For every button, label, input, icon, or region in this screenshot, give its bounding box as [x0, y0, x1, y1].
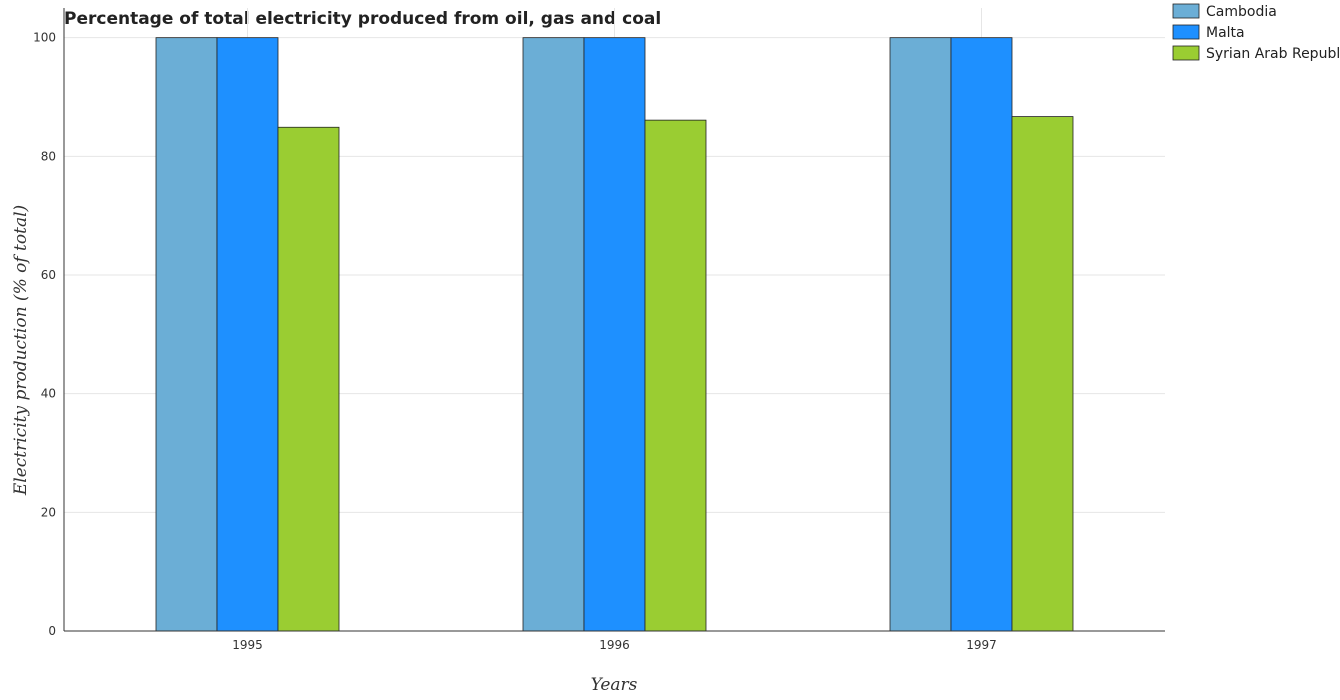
x-tick-label: 1996 — [599, 638, 630, 652]
legend-swatch — [1172, 45, 1200, 61]
bars — [155, 37, 1074, 632]
y-tick-label: 0 — [48, 624, 56, 638]
bar-syrian-arab-republic-1996 — [644, 119, 707, 632]
legend-label: Syrian Arab Republic — [1206, 46, 1340, 62]
axes — [63, 8, 1165, 632]
y-tick-label: 40 — [41, 387, 56, 401]
legend-label: Cambodia — [1206, 4, 1277, 20]
y-tick-label: 100 — [33, 31, 56, 45]
bar-cambodia-1995 — [155, 37, 218, 632]
legend: Cambodia Malta Syrian Arab Republic — [1172, 3, 1340, 62]
x-axis-label: Years — [591, 675, 638, 695]
bar-cambodia-1997 — [889, 37, 952, 632]
y-tick-label: 60 — [41, 268, 56, 282]
bar-cambodia-1996 — [522, 37, 585, 632]
bar-malta-1997 — [950, 37, 1013, 632]
x-tick-label: 1997 — [966, 638, 997, 652]
y-tick-label: 80 — [41, 149, 56, 163]
bar-malta-1996 — [583, 37, 646, 632]
bar-syrian-arab-republic-1995 — [277, 126, 340, 632]
legend-swatch — [1172, 24, 1200, 40]
legend-swatch — [1172, 3, 1200, 19]
chart-title: Percentage of total electricity produced… — [64, 9, 661, 29]
legend-label: Malta — [1206, 25, 1245, 41]
y-tick-label: 20 — [41, 505, 56, 519]
tick-labels: 0 20 40 60 80 100 1995 1996 1997 — [33, 31, 997, 652]
bar-syrian-arab-republic-1997 — [1011, 116, 1074, 632]
y-axis-label: Electricity production (% of total) — [11, 205, 31, 496]
bar-malta-1995 — [216, 37, 279, 632]
x-tick-label: 1995 — [232, 638, 263, 652]
